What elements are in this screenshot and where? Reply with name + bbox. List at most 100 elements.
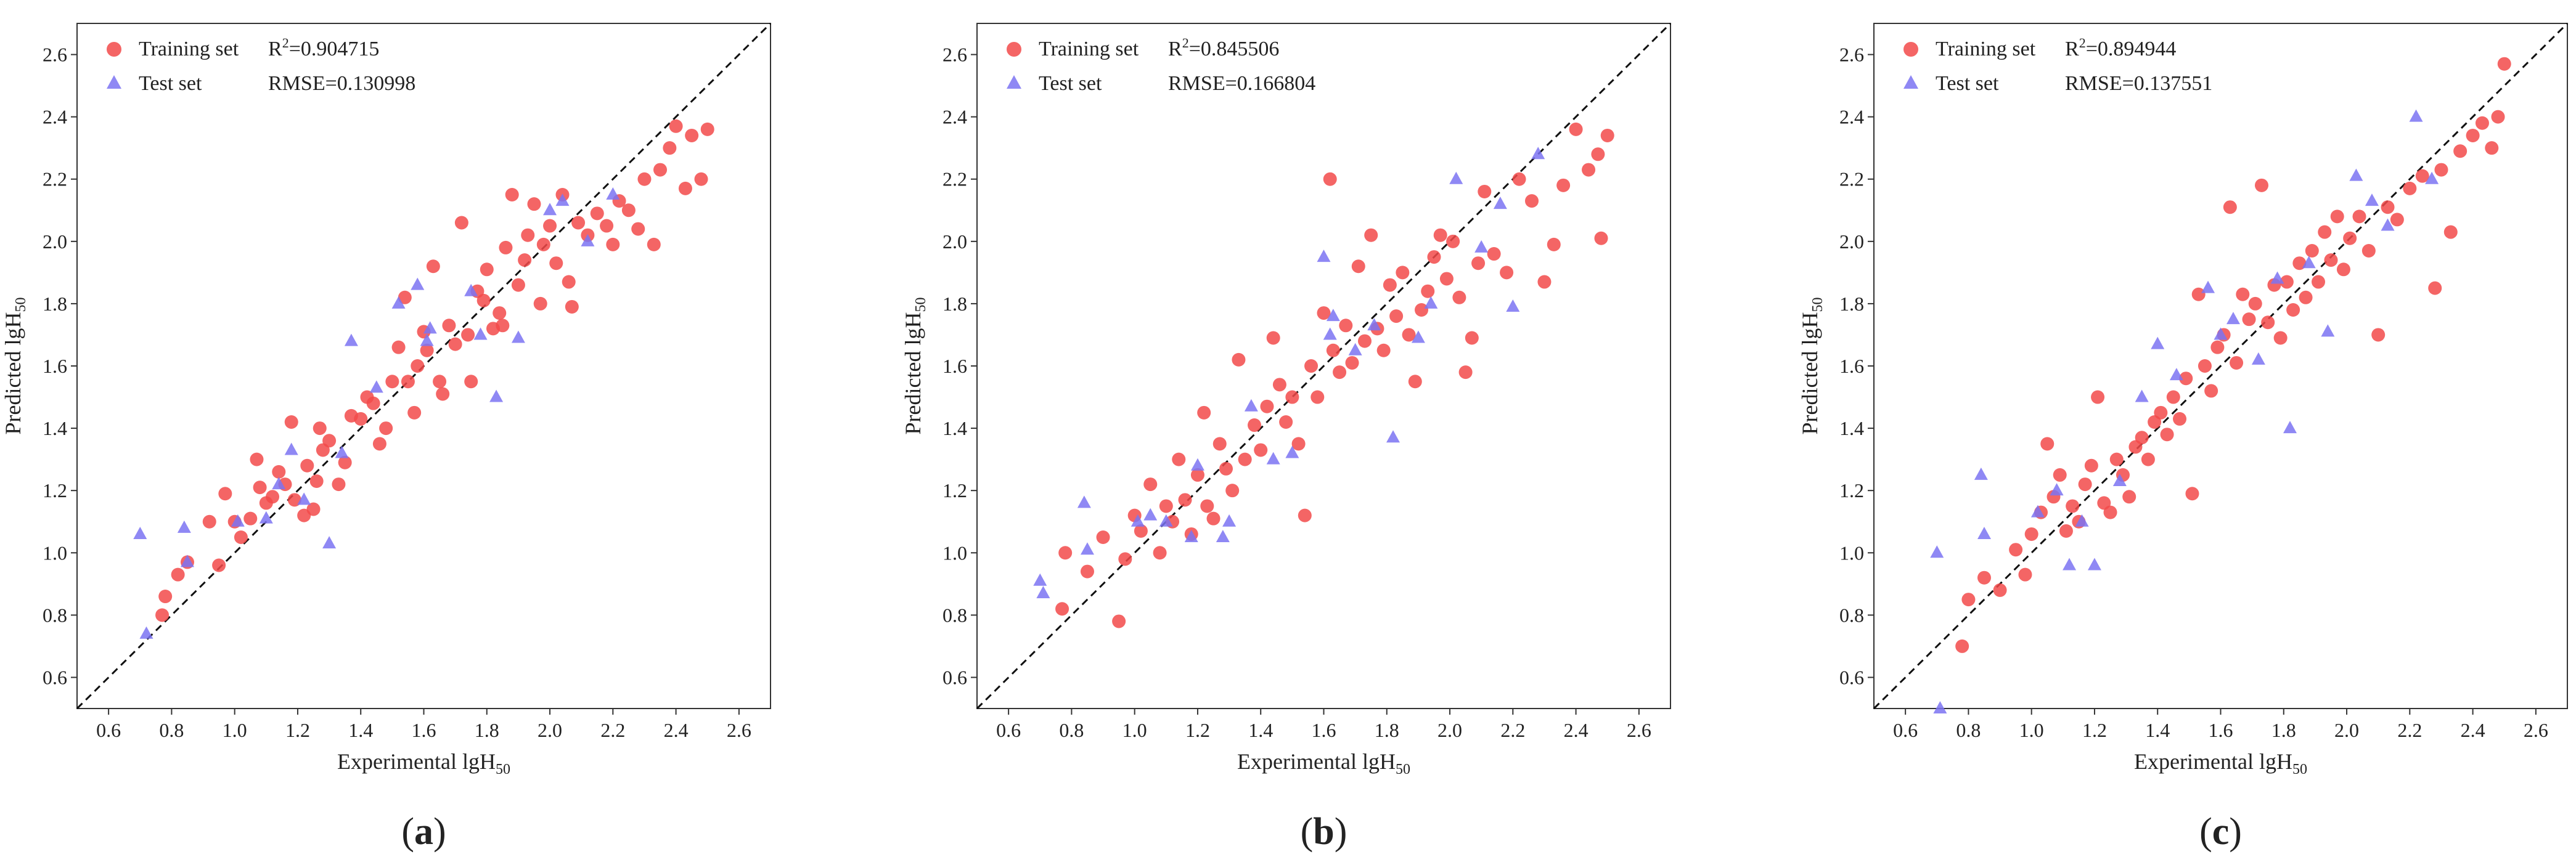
rmse-value: RMSE=0.130998 — [268, 72, 415, 95]
training-point — [2154, 405, 2168, 420]
training-point — [1427, 250, 1441, 264]
training-point — [2223, 200, 2237, 214]
training-point — [1977, 571, 1991, 585]
test-point — [1077, 495, 1091, 508]
training-point — [407, 405, 422, 420]
training-point — [287, 493, 301, 507]
x-tick-label: 0.8 — [1956, 719, 1981, 741]
training-point — [2084, 458, 2098, 473]
training-point — [1080, 564, 1094, 579]
training-point — [1478, 184, 1492, 198]
training-point — [2466, 128, 2480, 142]
training-point — [1248, 418, 1261, 433]
training-point — [436, 387, 450, 401]
training-point — [1582, 163, 1596, 177]
training-point — [1591, 147, 1605, 161]
training-point — [2428, 281, 2442, 295]
training-point — [2091, 390, 2105, 404]
training-point — [391, 340, 406, 354]
legend-test-marker — [107, 75, 121, 89]
test-point — [297, 492, 311, 505]
test-point — [1033, 573, 1047, 586]
training-point — [1396, 266, 1410, 280]
x-tick-label: 1.8 — [475, 719, 499, 741]
r-squared-value: R2=0.894944 — [2065, 35, 2176, 60]
test-point — [2112, 474, 2127, 487]
r-squared-number: =0.894944 — [2086, 38, 2177, 60]
y-tick-label: 1.2 — [43, 479, 67, 502]
training-point — [2122, 490, 2136, 504]
training-point — [2053, 468, 2067, 482]
training-point — [2198, 359, 2212, 373]
training-point — [565, 299, 579, 314]
training-point — [1452, 290, 1466, 304]
training-point — [663, 141, 677, 155]
training-point — [1333, 365, 1347, 380]
training-point — [2299, 290, 2313, 304]
test-point — [2087, 558, 2101, 571]
x-tick-label: 2.4 — [664, 719, 689, 741]
training-point — [1096, 530, 1110, 544]
training-point — [606, 237, 620, 251]
test-point — [2030, 505, 2045, 518]
x-tick-label: 1.2 — [2082, 719, 2107, 741]
training-point — [313, 421, 327, 436]
panel-label: (c) — [2199, 811, 2242, 853]
training-point — [1345, 355, 1359, 370]
x-tick-label: 0.8 — [1059, 719, 1084, 741]
training-point — [1058, 546, 1073, 560]
x-tick-label: 2.6 — [2524, 719, 2548, 741]
training-point — [411, 359, 425, 373]
y-tick-label: 1.2 — [1839, 479, 1864, 502]
test-point — [1933, 701, 1947, 713]
training-point — [2415, 169, 2429, 183]
y-axis-label: Predicted lgH50 — [1, 298, 29, 435]
training-point — [1200, 499, 1214, 513]
test-point — [581, 234, 595, 246]
test-point — [284, 442, 298, 455]
training-point — [1351, 259, 1365, 274]
training-point — [300, 458, 314, 473]
training-point — [448, 337, 462, 351]
x-tick-label: 0.8 — [159, 719, 184, 741]
training-point — [2361, 243, 2376, 258]
training-point — [1285, 390, 1299, 404]
training-point — [1439, 272, 1454, 286]
training-point — [1291, 437, 1306, 451]
test-point — [555, 193, 570, 206]
training-point — [1537, 275, 1552, 289]
test-point — [2214, 327, 2228, 340]
training-point — [549, 256, 563, 270]
training-point — [2475, 116, 2489, 130]
x-tick-label: 2.0 — [2334, 719, 2359, 741]
y-tick-label: 1.8 — [1839, 293, 1864, 315]
x-tick-label: 1.8 — [1375, 719, 1399, 741]
training-point — [2381, 200, 2395, 214]
training-point — [2254, 178, 2268, 192]
test-point — [606, 187, 620, 200]
y-tick-label: 1.4 — [942, 417, 967, 439]
test-point — [1348, 343, 1362, 355]
legend-training-label: Training set — [139, 38, 239, 60]
training-point — [1225, 484, 1240, 498]
x-axis-label-text: Experimental lgH — [337, 749, 496, 774]
training-point — [1260, 399, 1274, 413]
training-point — [1600, 128, 1614, 142]
training-point — [2336, 262, 2350, 277]
x-axis-label-subscript: 50 — [496, 762, 510, 778]
panel-label-letter: b — [1313, 811, 1334, 853]
test-point — [1266, 452, 1280, 465]
training-point — [631, 222, 645, 236]
test-point — [1222, 514, 1237, 527]
test-point — [1323, 327, 1337, 340]
training-point — [2141, 452, 2155, 466]
training-point — [1310, 390, 1325, 404]
y-axis-label-text: Predicted lgH — [1797, 312, 1822, 435]
r-squared-prefix: R — [2065, 38, 2079, 60]
x-tick-label: 2.6 — [727, 719, 751, 741]
test-point — [2349, 168, 2363, 181]
training-point — [1961, 593, 1976, 607]
test-point — [1159, 514, 1173, 527]
panel-a: 0.6 0.8 1.0 1.2 1.4 1.6 1.8 2.0 2.2 2.4 2.6 0.6 0.8 1… — [1, 22, 772, 853]
x-axis-label: Experimental lgH50 — [337, 749, 510, 778]
